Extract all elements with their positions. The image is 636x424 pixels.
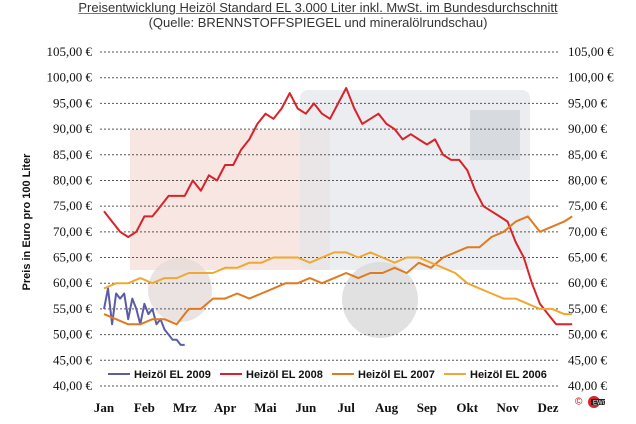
background-truck-image xyxy=(130,90,530,338)
legend-label: Heizöl EL 2008 xyxy=(246,369,323,381)
y-tick-label-left: 40,00 € xyxy=(53,378,93,393)
series-line-heizöl-el-2009 xyxy=(103,287,185,346)
legend-label: Heizöl EL 2007 xyxy=(358,369,435,381)
y-tick-label-left: 95,00 € xyxy=(53,95,93,110)
y-tick-label-right: 50,00 € xyxy=(568,327,608,342)
y-tick-label-left: 75,00 € xyxy=(53,198,93,213)
x-tick-label: Okt xyxy=(456,400,478,415)
y-tick-label-left: 100,00 € xyxy=(47,70,93,85)
legend-box xyxy=(100,365,560,383)
truck-body xyxy=(130,130,330,270)
svg-text:EWO: EWO xyxy=(593,401,607,407)
x-tick-label: Apr xyxy=(214,400,237,415)
y-tick-label-left: 105,00 € xyxy=(47,44,93,59)
y-tick-label-left: 65,00 € xyxy=(53,250,93,265)
x-tick-label: Nov xyxy=(496,400,519,415)
y-tick-label-right: 55,00 € xyxy=(568,301,608,316)
x-tick-label: Dez xyxy=(538,400,559,415)
series-line-heizöl-el-2007 xyxy=(103,215,573,326)
y-tick-label-right: 60,00 € xyxy=(568,275,608,290)
y-tick-label-left: 90,00 € xyxy=(53,121,93,136)
y-tick-label-left: 45,00 € xyxy=(53,352,93,367)
grid-lines xyxy=(100,51,560,387)
y-tick-label-right: 100,00 € xyxy=(568,70,614,85)
copyright-symbol: © xyxy=(575,396,583,408)
y-tick-label-right: 90,00 € xyxy=(568,121,608,136)
y-tick-label-left: 80,00 € xyxy=(53,172,93,187)
truck-window xyxy=(470,110,520,160)
y-axis-label: Preis in Euro pro 100 Liter xyxy=(21,153,33,291)
series-lines xyxy=(103,87,573,346)
x-tick-label: Jun xyxy=(295,400,317,415)
y-tick-label-right: 40,00 € xyxy=(568,378,608,393)
x-tick-label: Jul xyxy=(338,400,356,415)
y-tick-label-right: 105,00 € xyxy=(568,44,614,59)
y-tick-label-left: 55,00 € xyxy=(53,301,93,316)
y-tick-label-right: 80,00 € xyxy=(568,172,608,187)
series-line-heizöl-el-2006 xyxy=(103,251,573,316)
chart-subtitle: (Quelle: BRENNSTOFFSPIEGEL und mineralöl… xyxy=(148,15,488,30)
y-tick-label-left: 70,00 € xyxy=(53,224,93,239)
truck-rear-wheel xyxy=(148,258,212,322)
y-tick-label-left: 85,00 € xyxy=(53,147,93,162)
x-tick-label: Aug xyxy=(375,400,399,415)
x-tick-label: Feb xyxy=(134,400,155,415)
y-tick-label-left: 60,00 € xyxy=(53,275,93,290)
y-tick-label-left: 50,00 € xyxy=(53,327,93,342)
x-tick-label: Sep xyxy=(417,400,437,415)
y-tick-label-right: 75,00 € xyxy=(568,198,608,213)
chart-title: Preisentwicklung Heizöl Standard EL 3.00… xyxy=(78,0,558,15)
y-tick-label-right: 85,00 € xyxy=(568,147,608,162)
x-tick-label: Jan xyxy=(94,400,115,415)
company-logo-icon: EWO xyxy=(588,396,608,408)
x-tick-label: Mai xyxy=(254,400,277,415)
legend: Heizöl EL 2009 Heizöl EL 2008 Heizöl EL 20… xyxy=(100,365,560,383)
truck-wheel xyxy=(342,262,418,338)
y-tick-label-right: 95,00 € xyxy=(568,95,608,110)
legend-label: Heizöl EL 2006 xyxy=(470,369,547,381)
legend-label: Heizöl EL 2009 xyxy=(134,369,211,381)
y-tick-label-right: 45,00 € xyxy=(568,352,608,367)
x-tick-label: Mrz xyxy=(173,400,197,415)
series-line-heizöl-el-2008 xyxy=(103,87,573,326)
company-logo: © EWO xyxy=(575,395,608,409)
y-tick-label-right: 65,00 € xyxy=(568,250,608,265)
y-tick-label-right: 70,00 € xyxy=(568,224,608,239)
axes: 40,00 € 40,00 € 45,00 € 45,00 € 50,00 € 50,00… xyxy=(47,44,615,415)
